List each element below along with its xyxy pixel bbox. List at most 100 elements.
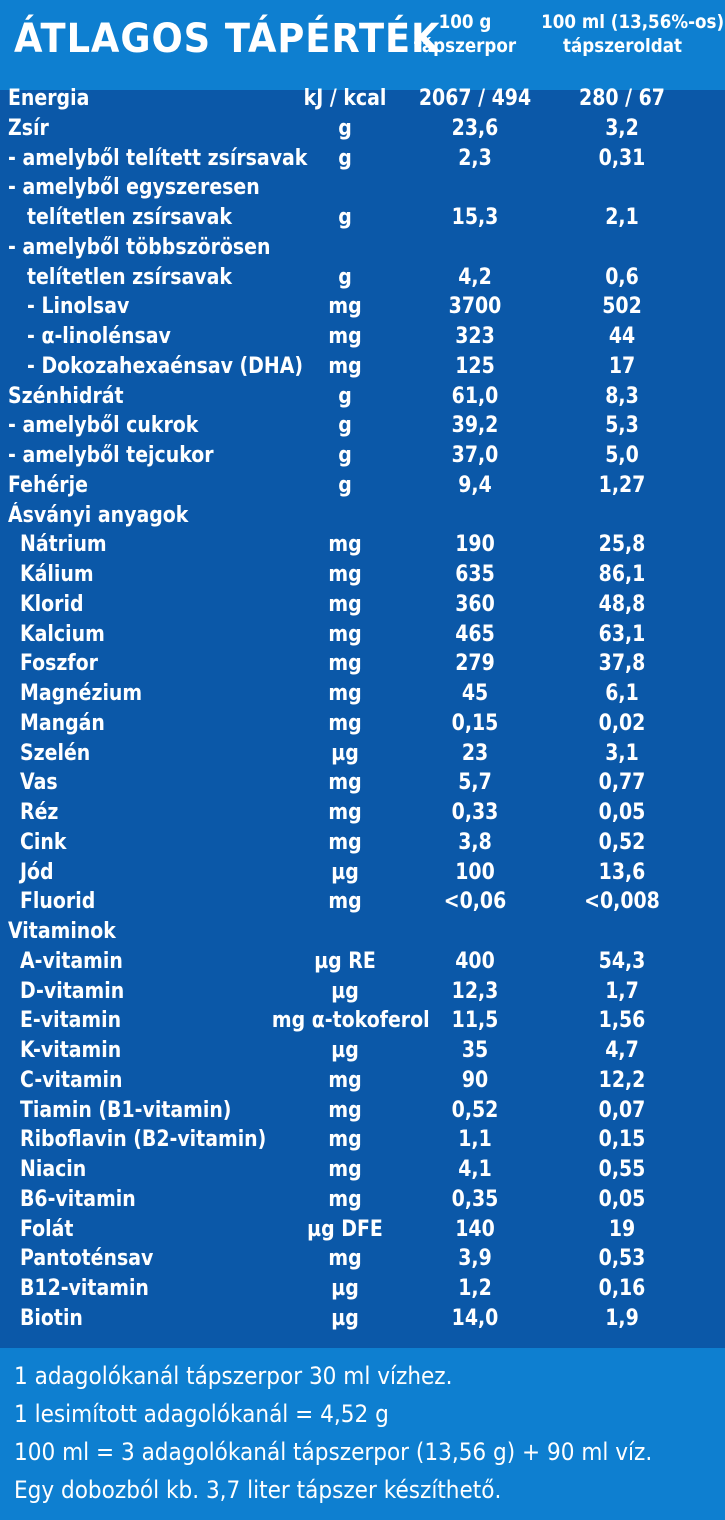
table-row: Kalcium mg 465 63,1 <box>0 622 725 652</box>
table-row: Biotin µg 14,0 1,9 <box>0 1306 725 1336</box>
value-per-100ml: 12,2 <box>598 1067 646 1093</box>
value-per-100ml: 1,56 <box>598 1008 646 1034</box>
nutrient-name: Zsír <box>8 115 49 141</box>
table-row: Fluorid mg <0,06 <0,008 <box>0 889 725 919</box>
nutrient-name: Szénhidrát <box>8 383 124 409</box>
note-line: 1 lesimított adagolókanál = 4,52 g <box>14 1400 389 1428</box>
value-per-100ml: 0,02 <box>598 710 646 736</box>
value-per-100ml: 0,05 <box>598 1186 646 1212</box>
value-per-100ml: 1,9 <box>605 1305 639 1331</box>
nutrient-unit: mg <box>328 1246 362 1272</box>
value-per-100ml: 0,55 <box>598 1157 646 1182</box>
value-per-100g: 61,0 <box>451 383 499 409</box>
value-per-100g: 23,6 <box>451 115 499 141</box>
nutrient-unit: mg <box>328 681 362 706</box>
nutrient-name: Klorid <box>20 591 84 617</box>
nutrient-name: Vas <box>20 770 58 796</box>
table-row: Niacin mg 4,1 0,55 <box>0 1157 725 1187</box>
nutrient-name: Kálium <box>20 562 94 587</box>
value-per-100ml: 0,16 <box>598 1276 646 1301</box>
table-row: Folát µg DFE 140 19 <box>0 1217 725 1247</box>
nutrient-name: - amelyből cukrok <box>8 413 199 439</box>
table-row: - amelyből cukrok g 39,2 5,3 <box>0 413 725 443</box>
table-row: B6-vitamin mg 0,35 0,05 <box>0 1187 725 1217</box>
table-row: - amelyből egyszeresen <box>0 175 725 205</box>
value-per-100g: 4,1 <box>458 1157 492 1182</box>
value-per-100g: <0,06 <box>443 889 507 915</box>
table-row: Fehérje g 9,4 1,27 <box>0 473 725 503</box>
note-line: 1 adagolókanál tápszerpor 30 ml vízhez. <box>14 1362 453 1390</box>
value-per-100ml: 3,1 <box>605 740 639 766</box>
table-row: Energia kJ / kcal 2067 / 494 280 / 67 <box>0 86 725 116</box>
table-row: - Linolsav mg 3700 502 <box>0 294 725 324</box>
value-per-100ml: 0,6 <box>605 264 639 290</box>
table-row: Tiamin (B1-vitamin) mg 0,52 0,07 <box>0 1098 725 1128</box>
value-per-100ml: 5,3 <box>605 413 639 439</box>
value-per-100ml: 280 / 67 <box>579 86 665 111</box>
nutrient-unit: g <box>338 383 352 409</box>
column-header-solution-amount: 100 ml (13,56%-os) <box>541 11 725 33</box>
nutrient-name: Fluorid <box>20 889 96 915</box>
value-per-100g: 45 <box>461 681 489 706</box>
table-row: A-vitamin µg RE 400 54,3 <box>0 949 725 979</box>
nutrient-name: - α-linolénsav <box>27 324 171 349</box>
value-per-100g: 140 <box>455 1216 495 1242</box>
table-row: Zsír g 23,6 3,2 <box>0 116 725 146</box>
nutrient-unit: mg <box>328 1186 362 1212</box>
nutrient-name: Szelén <box>20 740 91 766</box>
table-row: D-vitamin µg 12,3 1,7 <box>0 979 725 1009</box>
nutrient-unit: mg <box>328 829 362 855</box>
value-per-100g: 3,8 <box>458 829 492 855</box>
value-per-100g: 35 <box>461 1038 489 1063</box>
nutrient-name: Kalcium <box>20 621 105 647</box>
table-row: Foszfor mg 279 37,8 <box>0 651 725 681</box>
nutrient-name: Jód <box>20 859 54 885</box>
table-row: C-vitamin mg 90 12,2 <box>0 1068 725 1098</box>
value-per-100ml: 0,07 <box>598 1097 646 1123</box>
nutrient-name: B12-vitamin <box>20 1276 149 1301</box>
nutrient-unit: mg <box>328 889 362 915</box>
nutrient-unit: mg <box>328 1157 362 1182</box>
table-row: Vitaminok <box>0 919 725 949</box>
nutrient-unit: kJ / kcal <box>303 86 387 111</box>
table-row: E-vitamin mg α-tokoferol 11,5 1,56 <box>0 1008 725 1038</box>
nutrient-name: C-vitamin <box>20 1067 123 1093</box>
table-row: Ásványi anyagok <box>0 503 725 533</box>
table-row: Kálium mg 635 86,1 <box>0 562 725 592</box>
nutrient-unit: µg <box>331 859 359 885</box>
table-row: Pantoténsav mg 3,9 0,53 <box>0 1246 725 1276</box>
nutrient-name: - Dokozahexaénsav (DHA) <box>27 353 304 379</box>
value-per-100g: 2067 / 494 <box>418 86 532 111</box>
nutrient-unit: g <box>338 145 352 171</box>
table-row: Nátrium mg 190 25,8 <box>0 532 725 562</box>
table-row: Réz mg 0,33 0,05 <box>0 800 725 830</box>
preparation-notes: 1 adagolókanál tápszerpor 30 ml vízhez. … <box>0 1348 725 1520</box>
nutrient-unit: g <box>338 115 352 141</box>
value-per-100ml: 0,05 <box>598 800 646 825</box>
value-per-100g: 0,33 <box>451 800 499 825</box>
nutrient-name: telítetlen zsírsavak <box>27 264 232 290</box>
nutrient-name: Nátrium <box>20 532 107 558</box>
value-per-100g: 9,4 <box>458 472 492 498</box>
value-per-100ml: 6,1 <box>605 681 639 706</box>
value-per-100g: 11,5 <box>451 1008 499 1034</box>
nutrient-name: - amelyből tejcukor <box>8 443 214 468</box>
nutrient-name: - Linolsav <box>27 294 130 320</box>
table-row: telítetlen zsírsavak g 4,2 0,6 <box>0 265 725 295</box>
value-per-100ml: 0,15 <box>598 1127 646 1153</box>
nutrient-unit: µg <box>331 978 359 1004</box>
page-title: ÁTLAGOS TÁPÉRTÉK <box>14 16 441 62</box>
nutrient-name: Pantoténsav <box>20 1246 154 1272</box>
value-per-100g: 23 <box>461 740 489 766</box>
value-per-100ml: 25,8 <box>598 532 646 558</box>
table-row: Szénhidrát g 61,0 8,3 <box>0 384 725 414</box>
table-row: Vas mg 5,7 0,77 <box>0 770 725 800</box>
nutrient-unit: mg <box>328 770 362 796</box>
value-per-100g: 12,3 <box>451 978 499 1004</box>
nutrient-name: E-vitamin <box>20 1008 122 1034</box>
nutrient-unit: mg <box>328 562 362 587</box>
table-row: Szelén µg 23 3,1 <box>0 741 725 771</box>
value-per-100g: 1,2 <box>458 1276 492 1301</box>
value-per-100g: 0,35 <box>451 1186 499 1212</box>
table-row: Mangán mg 0,15 0,02 <box>0 711 725 741</box>
